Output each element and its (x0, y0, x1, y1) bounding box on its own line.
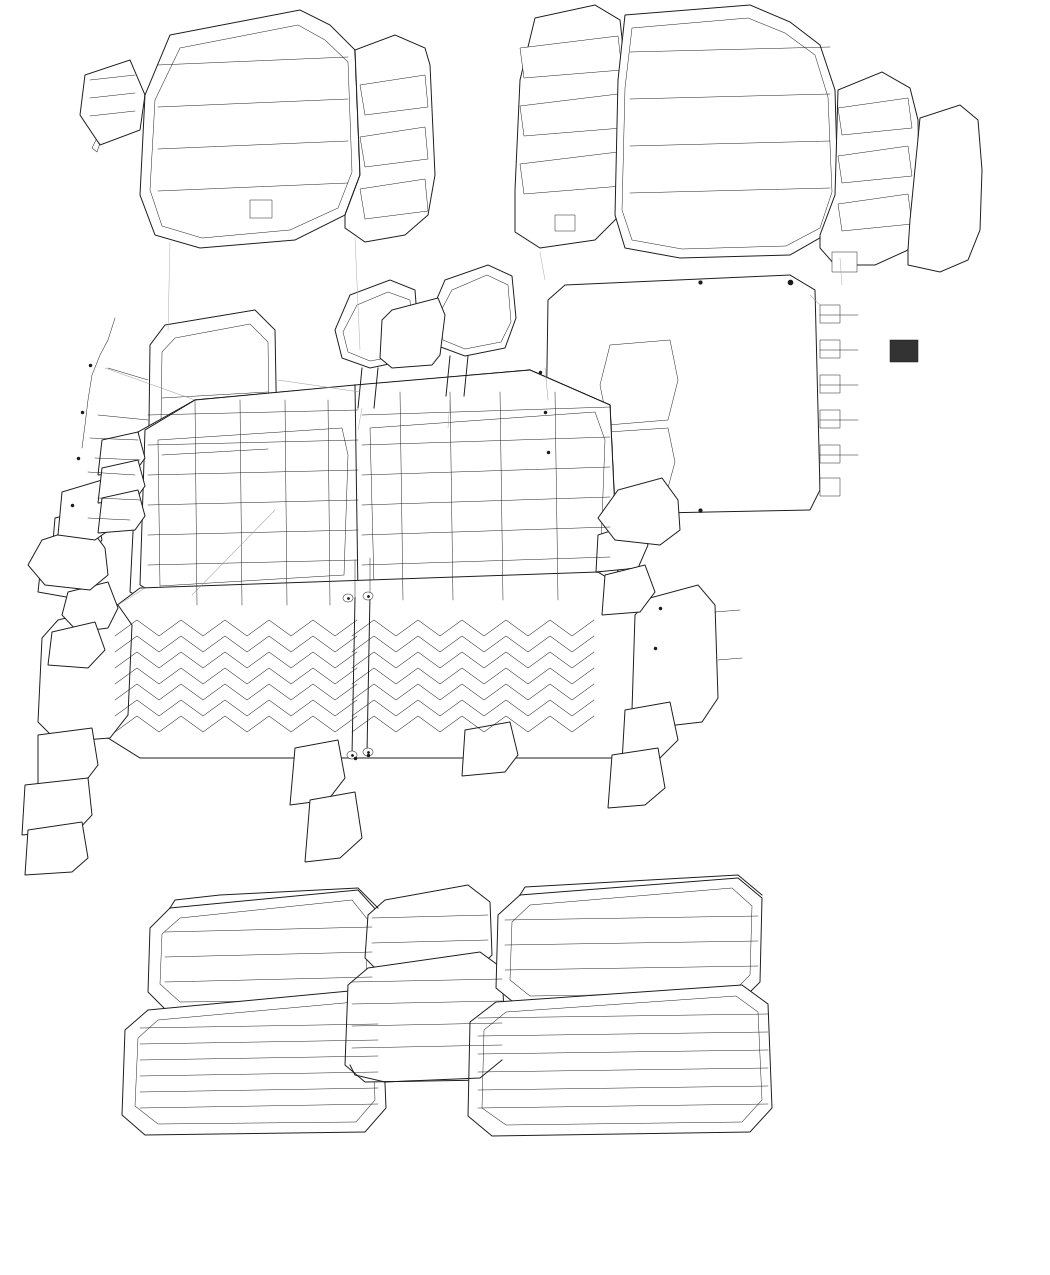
Polygon shape (462, 722, 518, 776)
Bar (820, 305, 840, 323)
Bar (820, 375, 840, 393)
Polygon shape (98, 460, 145, 504)
Ellipse shape (343, 594, 353, 602)
Polygon shape (304, 792, 362, 862)
Polygon shape (345, 952, 506, 1082)
Polygon shape (38, 728, 98, 788)
Polygon shape (140, 385, 362, 608)
Polygon shape (48, 622, 105, 668)
Polygon shape (290, 740, 345, 805)
Bar (820, 340, 840, 358)
Polygon shape (600, 340, 678, 425)
Polygon shape (545, 275, 820, 515)
Polygon shape (820, 71, 920, 265)
Polygon shape (343, 292, 412, 361)
Polygon shape (62, 581, 118, 632)
Polygon shape (482, 996, 762, 1125)
Bar (820, 478, 840, 496)
Polygon shape (355, 370, 618, 606)
Polygon shape (122, 989, 386, 1135)
Polygon shape (598, 428, 675, 499)
Polygon shape (510, 887, 752, 996)
Ellipse shape (363, 748, 373, 756)
Polygon shape (140, 10, 360, 249)
Polygon shape (160, 900, 368, 1002)
Bar (832, 252, 857, 272)
Polygon shape (370, 412, 605, 585)
Polygon shape (160, 324, 270, 510)
Polygon shape (345, 34, 435, 242)
Polygon shape (360, 128, 428, 167)
Polygon shape (514, 5, 630, 249)
Polygon shape (28, 525, 108, 590)
Polygon shape (838, 98, 912, 135)
Polygon shape (496, 878, 762, 1006)
Polygon shape (615, 5, 838, 258)
Polygon shape (98, 432, 145, 476)
Polygon shape (622, 18, 832, 249)
Bar (820, 445, 840, 463)
Polygon shape (52, 507, 102, 558)
Bar (820, 411, 840, 428)
Polygon shape (838, 194, 912, 231)
Polygon shape (632, 585, 718, 728)
Polygon shape (520, 152, 622, 194)
Polygon shape (92, 572, 665, 759)
Polygon shape (622, 703, 678, 762)
Ellipse shape (346, 751, 357, 759)
Polygon shape (602, 565, 655, 615)
Polygon shape (158, 428, 348, 586)
Polygon shape (468, 986, 772, 1136)
Polygon shape (520, 36, 622, 78)
Polygon shape (22, 778, 92, 835)
Polygon shape (335, 280, 418, 368)
Polygon shape (98, 490, 145, 533)
Polygon shape (135, 1002, 375, 1125)
Polygon shape (148, 310, 278, 520)
Polygon shape (148, 890, 378, 1012)
Polygon shape (437, 275, 511, 349)
Bar (250, 200, 272, 218)
Polygon shape (360, 75, 428, 115)
Polygon shape (608, 748, 665, 808)
Polygon shape (596, 521, 648, 572)
Polygon shape (430, 265, 516, 356)
Polygon shape (380, 298, 445, 368)
Polygon shape (360, 179, 428, 219)
Polygon shape (520, 94, 622, 136)
Bar (890, 340, 918, 362)
Polygon shape (150, 26, 352, 238)
Polygon shape (25, 822, 88, 875)
Bar (555, 215, 575, 231)
Polygon shape (38, 606, 132, 742)
Polygon shape (80, 60, 145, 145)
Polygon shape (58, 479, 116, 541)
Polygon shape (130, 370, 618, 618)
Polygon shape (838, 147, 912, 184)
Polygon shape (38, 544, 90, 598)
Polygon shape (365, 885, 492, 975)
Ellipse shape (363, 592, 373, 601)
Polygon shape (908, 105, 982, 272)
Polygon shape (598, 478, 680, 544)
